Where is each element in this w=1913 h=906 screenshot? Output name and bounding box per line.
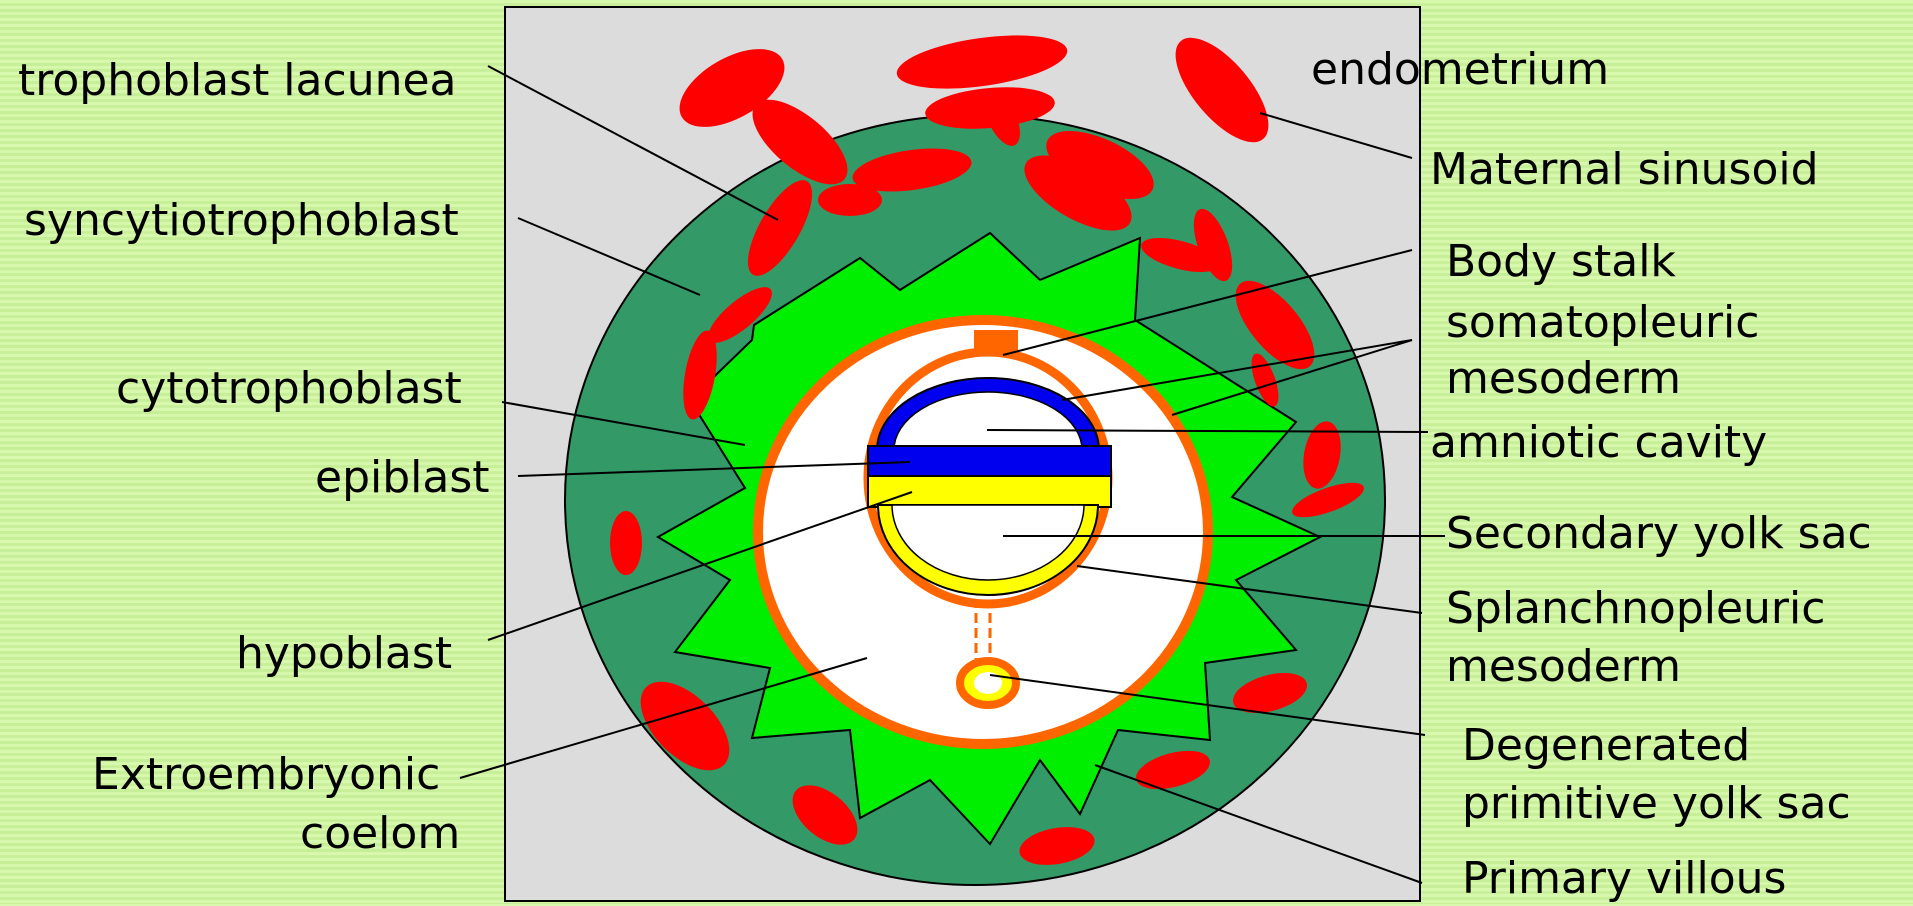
leader-extroembryonic-coelom — [459, 657, 868, 779]
label-secondary-yolk-sac: Secondary yolk sac — [1446, 508, 1872, 559]
secondary-yolk-sac — [891, 504, 1085, 581]
leader-primary-villous — [1094, 764, 1423, 884]
label-endometrium: endometrium — [1311, 44, 1610, 95]
amniotic-cavity — [893, 391, 1083, 451]
leader-somatopleuric-1 — [1061, 339, 1413, 401]
lacuna — [1019, 827, 1095, 865]
label-mesoderm-somatopleuric: mesoderm — [1446, 353, 1681, 404]
lacuna — [1046, 130, 1154, 200]
lacuna — [1233, 673, 1307, 713]
lacuna — [1175, 37, 1269, 143]
label-trophoblast-lacunea: trophoblast lacunea — [18, 55, 457, 106]
label-amniotic-cavity: amniotic cavity — [1430, 417, 1768, 468]
label-degenerated: Degenerated — [1462, 720, 1751, 771]
lacuna — [747, 180, 813, 276]
leader-maternal-sinusoid — [1259, 112, 1413, 159]
label-hypoblast: hypoblast — [236, 628, 453, 679]
leader-splanchnopleuric — [1076, 565, 1423, 614]
lacuna — [1292, 482, 1364, 518]
leader-amniotic-cavity — [986, 429, 1429, 433]
lacuna — [984, 90, 1020, 146]
lacunae — [610, 35, 1364, 865]
label-extroembryonic: Extroembryonic — [92, 749, 441, 800]
lacuna — [792, 785, 858, 845]
leader-degenerated-yolk-sac — [989, 674, 1426, 736]
lacuna — [1303, 421, 1341, 489]
label-maternal-sinusoid: Maternal sinusoid — [1430, 144, 1819, 195]
lacuna — [752, 99, 848, 185]
leader-epiblast — [517, 461, 911, 477]
lacuna — [896, 35, 1068, 89]
lacuna — [683, 330, 717, 420]
leader-syncytiotrophoblast — [517, 217, 701, 296]
lacuna — [1235, 280, 1315, 370]
label-body-stalk: Body stalk — [1446, 236, 1676, 287]
hypoblast — [867, 475, 1112, 508]
lacuna — [640, 681, 730, 771]
label-primary-villous: Primary villous — [1462, 853, 1787, 904]
lacuna — [818, 184, 882, 216]
lacuna — [679, 49, 785, 127]
leader-lines — [459, 65, 1445, 884]
label-syncytiotrophoblast: syncytiotrophoblast — [24, 195, 459, 246]
label-epiblast: epiblast — [315, 452, 490, 503]
lacuna — [708, 287, 772, 343]
label-mesoderm-splanchnopleuric: mesoderm — [1446, 641, 1681, 692]
label-somatopleuric: somatopleuric — [1446, 297, 1760, 348]
lacuna — [610, 511, 642, 575]
lacuna — [1136, 750, 1210, 790]
label-splanchnopleuric: Splanchnopleuric — [1446, 583, 1826, 634]
lacuna — [1141, 237, 1219, 273]
lacuna — [1024, 155, 1132, 231]
leader-somatopleuric-2 — [1171, 339, 1413, 416]
degenerated-yolk-sac-lumen — [974, 672, 1002, 694]
leader-trophoblast-lacunea — [487, 65, 779, 221]
leader-body-stalk — [1002, 249, 1413, 356]
label-primitive-yolk-sac: primitive yolk sac — [1462, 778, 1851, 829]
leader-hypoblast — [487, 491, 913, 641]
lacuna — [1193, 208, 1233, 282]
lacuna — [852, 148, 972, 192]
label-cytotrophoblast: cytotrophoblast — [116, 363, 462, 414]
epiblast — [867, 445, 1112, 477]
label-coelom: coelom — [300, 808, 461, 859]
leader-cytotrophoblast — [501, 401, 746, 446]
